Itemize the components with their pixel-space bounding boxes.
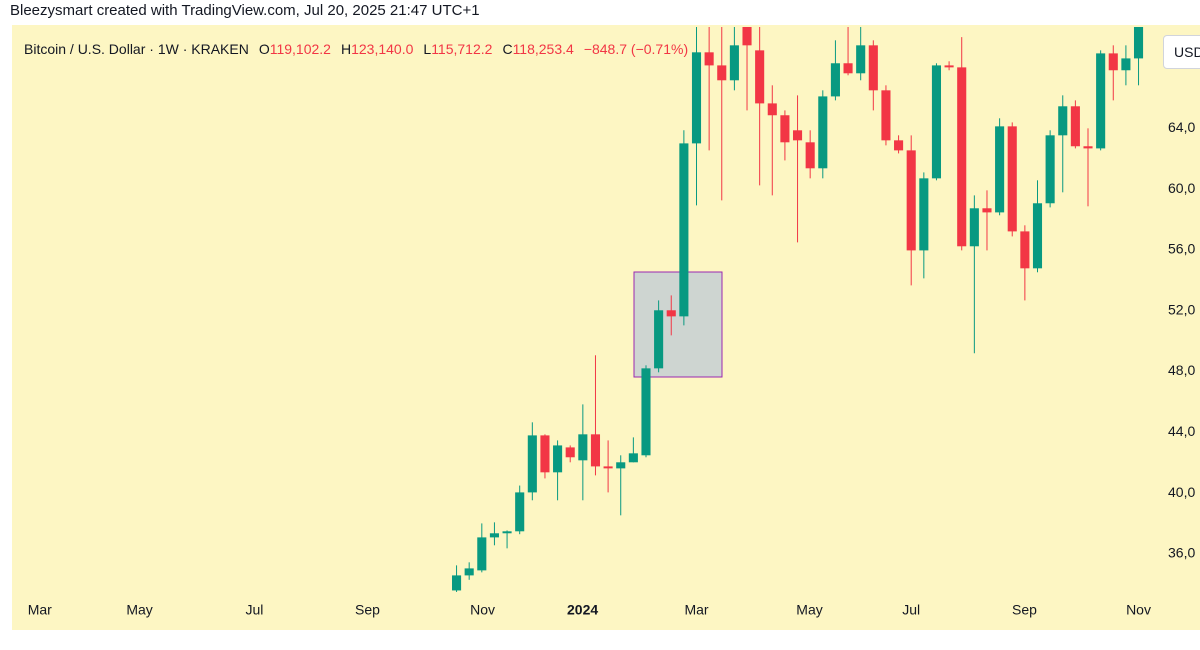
field-value: 123,140.0: [351, 41, 414, 57]
x-tick-label: May: [126, 602, 152, 618]
x-tick-label: May: [796, 602, 822, 618]
candle-body: [489, 533, 499, 538]
candle-body: [830, 63, 840, 97]
candle-body: [1058, 106, 1068, 136]
candle-body: [691, 52, 702, 144]
candle-body: [654, 310, 664, 369]
candle-body: [843, 63, 853, 74]
candle-body: [565, 447, 575, 458]
field-value: 119,102.2: [269, 41, 331, 57]
candle-body: [553, 445, 563, 473]
candle-body: [590, 434, 601, 467]
candle-body: [1083, 146, 1093, 149]
field-key: C: [502, 41, 513, 57]
candle-body: [982, 208, 992, 213]
x-tick-label: Sep: [1012, 602, 1037, 618]
plot-area: [452, 27, 1144, 592]
candle-body: [578, 434, 588, 461]
ohlc-field: O119,102.2: [259, 41, 331, 57]
x-tick-label: Mar: [28, 602, 52, 618]
y-tick-label: 48,0: [1168, 362, 1195, 378]
candle-body: [1045, 135, 1055, 204]
y-tick-label: 40,0: [1168, 484, 1195, 500]
candle-body: [679, 143, 689, 317]
x-tick-label: Jul: [246, 602, 264, 618]
candle-body: [969, 208, 979, 247]
candle-body: [742, 27, 752, 46]
candle-body: [780, 115, 790, 143]
candle-body: [1007, 126, 1017, 232]
candle-body: [540, 435, 550, 473]
axes: 36,0 40,0 44,0 48,0 52,0 56,0 60,0 64,0 Mar May Ju…: [28, 119, 1196, 618]
candle-body: [1070, 106, 1080, 147]
candle-body: [767, 103, 777, 116]
x-tick-label: Sep: [355, 602, 380, 618]
x-tick-label: Nov: [470, 602, 495, 618]
candle-body: [616, 462, 626, 469]
candle-body: [906, 150, 916, 251]
candle-body: [881, 90, 891, 141]
candle-body: [805, 142, 815, 169]
symbol-name: Bitcoin / U.S. Dollar · 1W · KRAKEN: [24, 41, 249, 57]
candle-body: [515, 492, 525, 532]
candle-body: [1133, 27, 1144, 59]
candle-body: [755, 50, 765, 104]
field-key: L: [423, 41, 432, 57]
candle-body: [919, 178, 929, 251]
price-change: −848.7 (−0.71%): [583, 41, 689, 57]
candle-body: [603, 466, 613, 469]
y-tick-label: 64,0: [1168, 119, 1195, 135]
candle-body: [477, 537, 487, 571]
field-key: H: [340, 41, 352, 57]
ohlc-field: L115,712.2: [423, 41, 492, 57]
candle-body: [628, 453, 638, 463]
x-tick-label: Jul: [902, 602, 920, 618]
candle-body: [1020, 231, 1030, 269]
y-tick-label: 52,0: [1168, 301, 1195, 317]
attribution: Bleezysmart created with TradingView.com…: [10, 2, 480, 19]
candle-body: [1096, 53, 1106, 149]
y-tick-label: 60,0: [1168, 180, 1195, 196]
candle-body: [957, 67, 967, 247]
candle-body: [527, 435, 537, 493]
field-value: 115,712.2: [431, 41, 493, 57]
candle-body: [856, 45, 866, 74]
candle-body: [944, 65, 954, 68]
candle-body: [502, 531, 512, 534]
candle-body: [1032, 203, 1043, 269]
candle-body: [452, 575, 462, 591]
candle-body: [641, 368, 651, 456]
candle-body: [666, 310, 676, 317]
candle-body: [717, 65, 727, 81]
candle-body: [1121, 58, 1131, 71]
candle-body: [894, 140, 904, 151]
y-tick-label: 36,0: [1168, 545, 1195, 561]
symbol-legend: Bitcoin / U.S. Dollar · 1W · KRAKEN O119…: [24, 41, 688, 57]
currency-button[interactable]: USD: [1163, 35, 1200, 69]
candle-body: [995, 126, 1005, 213]
candle-body: [464, 568, 474, 576]
candle-body: [868, 45, 878, 91]
field-key: O: [258, 41, 270, 57]
x-tick-label: Nov: [1126, 602, 1151, 618]
candle-body: [1108, 53, 1118, 71]
ohlc-field: H123,140.0: [341, 41, 413, 57]
y-tick-label: 56,0: [1168, 241, 1195, 257]
x-tick-label: Mar: [684, 602, 708, 618]
candle-body: [729, 45, 739, 81]
rectangle-drawing[interactable]: [633, 271, 723, 378]
y-tick-label: 44,0: [1168, 423, 1195, 439]
field-value: 118,253.4: [512, 41, 574, 57]
x-tick-label: 2024: [567, 602, 598, 618]
candle-body: [704, 52, 714, 66]
candle-body: [818, 96, 828, 169]
chart-background: [12, 25, 1200, 630]
ohlc-field: C118,253.4: [502, 41, 573, 57]
candle-body: [792, 130, 803, 141]
candle-body: [931, 65, 942, 179]
